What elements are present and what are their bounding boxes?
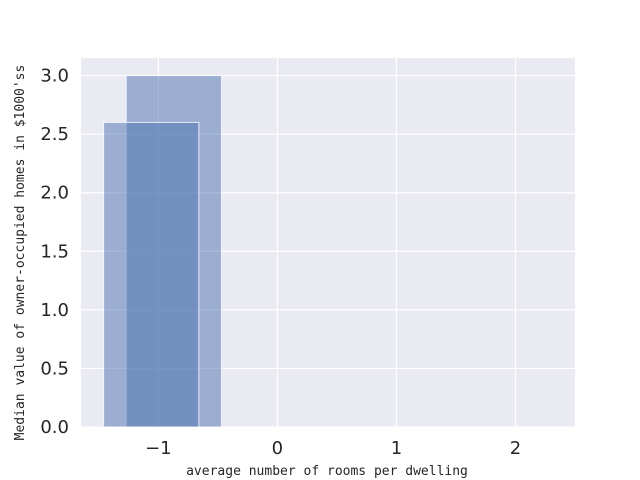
x-tick-label: −1 — [145, 438, 172, 459]
x-tick-labels: −1 0 1 2 — [145, 438, 521, 459]
y-tick-label: 3.0 — [40, 66, 69, 87]
x-tick-label: 2 — [510, 438, 521, 459]
y-tick-labels: 0.0 0.5 1.0 1.5 2.0 2.5 3.0 — [40, 66, 69, 438]
bar-2 — [103, 121, 200, 428]
y-axis-label: Median value of owner-occupied homes in … — [13, 65, 28, 441]
y-tick-label: 2.0 — [40, 183, 69, 204]
bars — [103, 75, 222, 428]
y-tick-label: 1.5 — [40, 241, 69, 262]
x-tick-label: 1 — [391, 438, 402, 459]
x-axis-label: average number of rooms per dwelling — [186, 464, 468, 479]
y-tick-label: 0.5 — [40, 358, 69, 379]
x-tick-label: 0 — [272, 438, 283, 459]
y-tick-label: 2.5 — [40, 124, 69, 145]
y-tick-label: 1.0 — [40, 300, 69, 321]
y-tick-label: 0.0 — [40, 417, 69, 438]
